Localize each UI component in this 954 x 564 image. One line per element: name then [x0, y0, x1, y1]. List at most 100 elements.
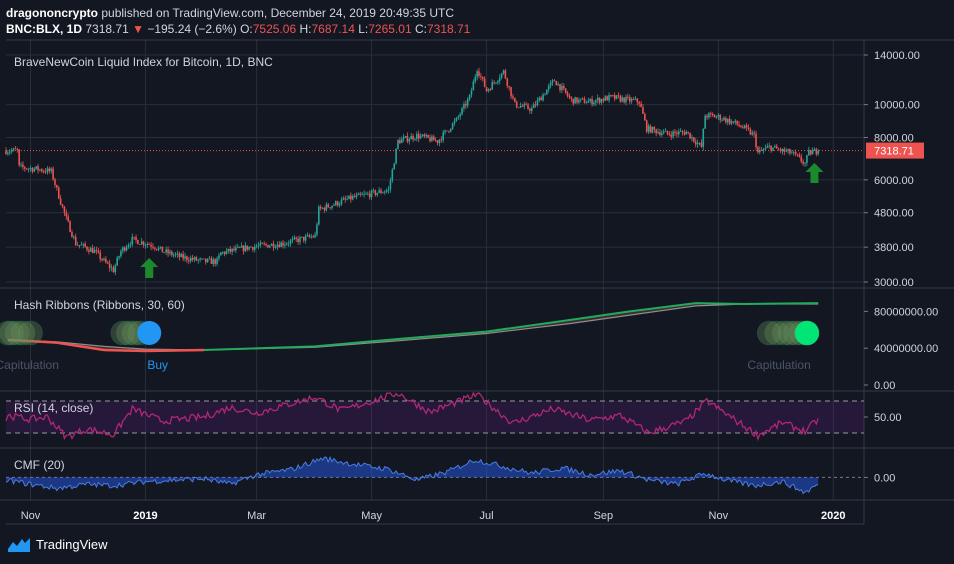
candle-body [683, 132, 686, 135]
candle-body [270, 243, 273, 246]
candle-body [125, 247, 128, 251]
candle [122, 246, 124, 254]
candle-body [706, 115, 708, 118]
candle [99, 249, 102, 263]
candle [715, 115, 718, 119]
candle [751, 130, 754, 136]
candle-body [512, 96, 514, 98]
candle-body [295, 237, 298, 239]
candle [31, 166, 34, 174]
candle [792, 150, 795, 156]
candle-body [704, 115, 706, 129]
candle [553, 79, 556, 82]
candle-body [191, 258, 194, 260]
brand-name[interactable]: TradingView [36, 537, 108, 552]
last-price-tag-bg [866, 142, 924, 159]
candle-body [742, 127, 744, 129]
hash-y-tick-label: 40000000.00 [874, 343, 938, 355]
candle [766, 143, 769, 149]
candle-body [734, 120, 737, 123]
buy-label: Buy [147, 358, 168, 372]
candle-body [376, 192, 379, 195]
candle-body [745, 125, 748, 128]
candle [306, 232, 309, 237]
candle [687, 131, 689, 135]
candle [5, 147, 7, 156]
high-value: 7687.14 [311, 22, 355, 36]
candle [495, 82, 497, 85]
candle-body [359, 193, 362, 195]
candle [728, 115, 731, 126]
candle [645, 119, 648, 134]
candle-body [461, 108, 463, 115]
candle [368, 190, 371, 200]
candle-body [470, 90, 473, 95]
candle-body [378, 190, 380, 193]
candle [144, 243, 147, 249]
candle-body [240, 245, 243, 248]
candle-body [318, 206, 320, 225]
y-tick-label: 4800.00 [874, 208, 914, 220]
candle [125, 244, 128, 252]
candle [246, 245, 249, 252]
author-name[interactable]: dragononcrypto [6, 6, 98, 20]
candle [372, 188, 375, 193]
high-label: H: [299, 22, 312, 36]
candle-body [182, 254, 184, 259]
candle [331, 205, 333, 211]
candle [78, 244, 81, 249]
candle [325, 202, 328, 212]
candle [310, 233, 313, 239]
candle [497, 80, 499, 85]
candle-body [10, 150, 13, 152]
candle [197, 258, 200, 264]
candle-body [540, 97, 542, 101]
candle [542, 92, 544, 102]
candle [706, 114, 708, 121]
candle [380, 187, 382, 195]
candle-body [180, 254, 183, 257]
capitulation-circle [756, 320, 782, 346]
candle-body [201, 258, 203, 260]
candle [378, 187, 380, 194]
candle-body [208, 258, 211, 260]
tradingview-logo-icon[interactable] [8, 537, 30, 552]
candle-body [150, 244, 152, 247]
candle-body [35, 166, 37, 169]
candle [231, 248, 233, 256]
candle-body [421, 134, 424, 136]
candle [432, 134, 435, 141]
candle [500, 72, 503, 80]
candle-body [485, 86, 488, 92]
candle [350, 192, 352, 203]
candle [172, 252, 175, 258]
candle-body [408, 139, 411, 142]
candle [661, 129, 663, 138]
candle-body [785, 150, 787, 152]
candle-body [229, 248, 232, 252]
candle-body [363, 193, 365, 195]
candle [677, 128, 680, 138]
candle [56, 184, 58, 191]
candle [549, 80, 552, 89]
candle [563, 83, 565, 91]
candle-body [642, 107, 644, 114]
candle-body [261, 242, 264, 244]
candle [564, 88, 567, 95]
candle-body [329, 207, 331, 209]
candle [244, 242, 247, 253]
candle-body [549, 82, 552, 86]
candle-body [395, 148, 397, 164]
candle-body [155, 248, 158, 250]
candle [400, 136, 403, 144]
candle-body [78, 244, 81, 246]
candle [702, 128, 705, 151]
candle [8, 148, 11, 156]
candle [725, 116, 727, 125]
candle [487, 88, 490, 93]
candle [481, 76, 484, 82]
candle-body [103, 258, 105, 261]
candle-body [766, 146, 769, 148]
candle-body [223, 251, 226, 254]
